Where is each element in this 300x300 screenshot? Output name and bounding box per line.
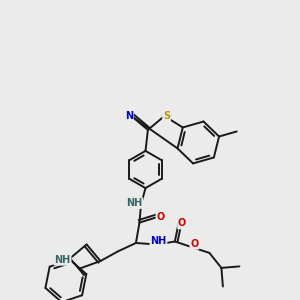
Text: N: N bbox=[125, 111, 133, 121]
Text: O: O bbox=[178, 218, 186, 229]
Text: NH: NH bbox=[126, 198, 142, 208]
Text: O: O bbox=[190, 239, 199, 249]
Text: S: S bbox=[163, 111, 170, 121]
Text: NH: NH bbox=[54, 255, 71, 265]
Text: NH: NH bbox=[150, 236, 167, 246]
Text: O: O bbox=[156, 212, 165, 222]
